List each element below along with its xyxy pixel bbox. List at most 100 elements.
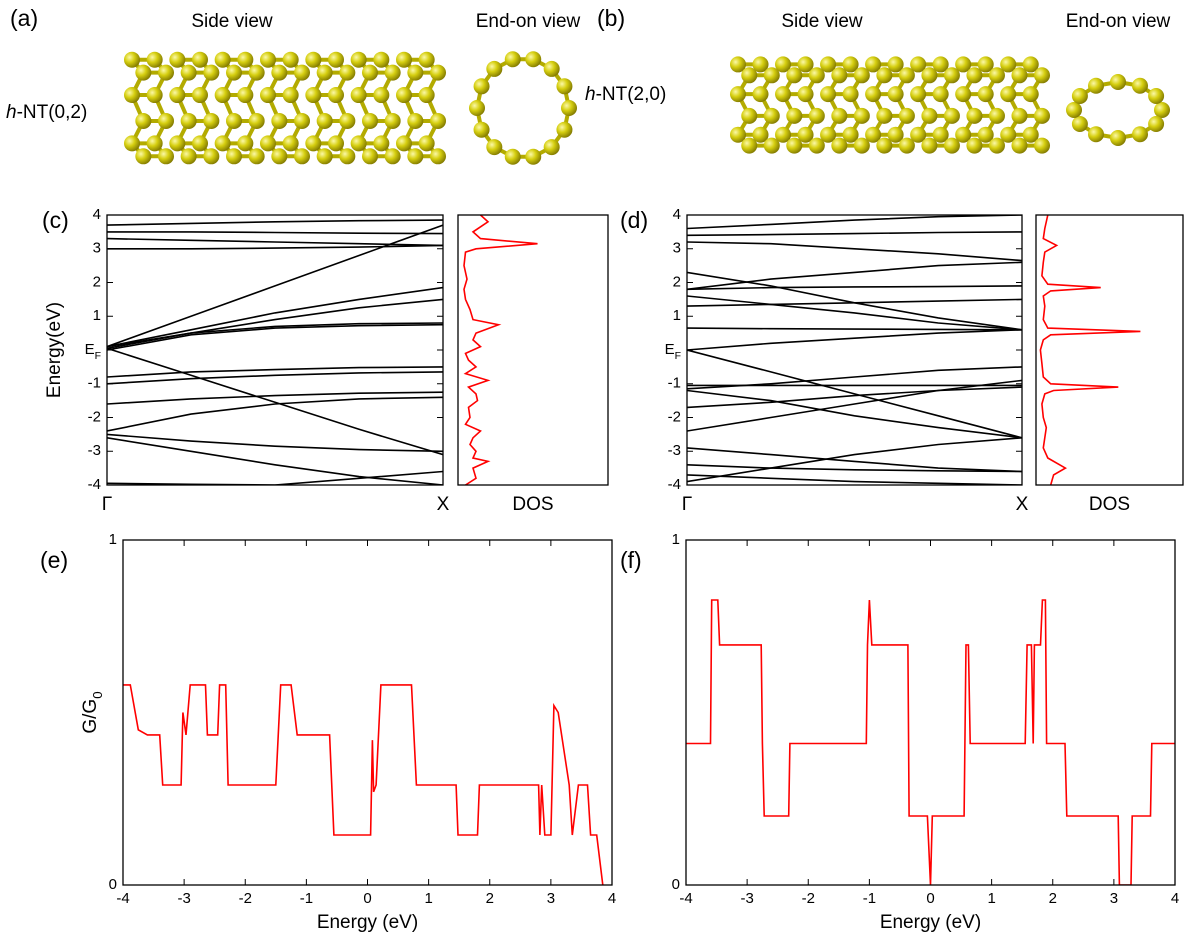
atom (192, 51, 208, 68)
atom (146, 87, 163, 104)
structures (124, 51, 1170, 165)
atom (1011, 67, 1028, 84)
axis-label: DOS (512, 494, 553, 515)
y-tick-label: -2 (88, 408, 101, 425)
atom (966, 67, 983, 84)
atom (988, 67, 1005, 84)
y-tick-label: -2 (668, 408, 681, 425)
series-line (107, 347, 443, 456)
atom (237, 51, 254, 68)
atom (226, 64, 242, 81)
series-line (687, 366, 1022, 390)
atom (955, 126, 972, 143)
series-line (107, 433, 443, 453)
atom (865, 126, 882, 143)
atom (842, 56, 859, 73)
atom (384, 112, 401, 129)
atom (763, 137, 780, 154)
atom (932, 56, 949, 73)
atom (248, 112, 265, 129)
panel-label: (a) (10, 5, 38, 31)
atom (525, 51, 542, 68)
y-tick-label: 1 (109, 531, 117, 548)
atom (1148, 88, 1165, 104)
atom (831, 67, 848, 84)
series-line (107, 396, 443, 432)
atom (362, 112, 378, 129)
x-tick-label: -1 (300, 890, 313, 907)
atom (775, 56, 792, 73)
atom (305, 135, 322, 152)
x-axis-label: Energy (eV) (317, 912, 418, 933)
atom (203, 112, 220, 129)
atom (169, 51, 186, 68)
atom (786, 137, 803, 154)
atom (316, 148, 333, 165)
atom (887, 56, 904, 73)
atom (910, 56, 927, 73)
view-title: Side view (781, 11, 863, 32)
atom (384, 148, 401, 165)
series-line (687, 285, 1022, 291)
series-line (687, 298, 1022, 307)
series-line (687, 215, 1022, 230)
plot-frame (106, 214, 444, 486)
atom (932, 126, 949, 143)
atom (988, 137, 1005, 154)
atom (316, 64, 333, 81)
y-tick-label: 3 (673, 240, 681, 257)
atom (1000, 126, 1017, 143)
series-line (687, 327, 1022, 331)
atom (350, 51, 367, 68)
atom (226, 148, 242, 165)
view-title: End-on view (476, 11, 581, 32)
atom (1011, 137, 1028, 154)
y-tick-label: -3 (88, 442, 101, 459)
series-line (107, 224, 443, 348)
panel-label: (e) (40, 547, 68, 573)
x-tick-label: 2 (1049, 890, 1057, 907)
atom (1022, 56, 1039, 73)
atom (316, 112, 333, 129)
atom (407, 64, 424, 81)
series-line (1039, 215, 1141, 485)
tube-name: h-NT(0,2) (6, 102, 87, 123)
atom (1132, 126, 1148, 143)
atom (876, 67, 893, 84)
atom (910, 126, 927, 143)
atom (763, 107, 780, 124)
atom (328, 51, 344, 68)
atom (1034, 67, 1050, 84)
atom (853, 107, 870, 124)
atom (741, 137, 758, 154)
atom (943, 107, 960, 124)
x-tick-label: Γ (682, 494, 692, 515)
atom (271, 64, 288, 81)
atom (977, 56, 994, 73)
atom (362, 64, 378, 81)
atom (282, 51, 299, 68)
view-title: Side view (191, 11, 273, 32)
y-tick-label: 4 (673, 206, 681, 223)
atom (1071, 88, 1088, 104)
atom (260, 51, 276, 68)
atom (248, 64, 265, 81)
x-tick-label: 2 (486, 890, 494, 907)
atom (1022, 126, 1039, 143)
atom (237, 135, 254, 152)
atom (932, 86, 949, 103)
atom (407, 112, 424, 129)
atom (135, 112, 152, 129)
atom (396, 51, 412, 68)
atom (1088, 77, 1104, 94)
atom (955, 56, 972, 73)
atom (943, 137, 960, 154)
atom (1034, 137, 1050, 154)
atom (543, 60, 560, 77)
atom (282, 87, 299, 104)
atom (271, 112, 288, 129)
plot-frame (1035, 214, 1184, 486)
atom (473, 78, 490, 95)
atom (418, 87, 435, 104)
